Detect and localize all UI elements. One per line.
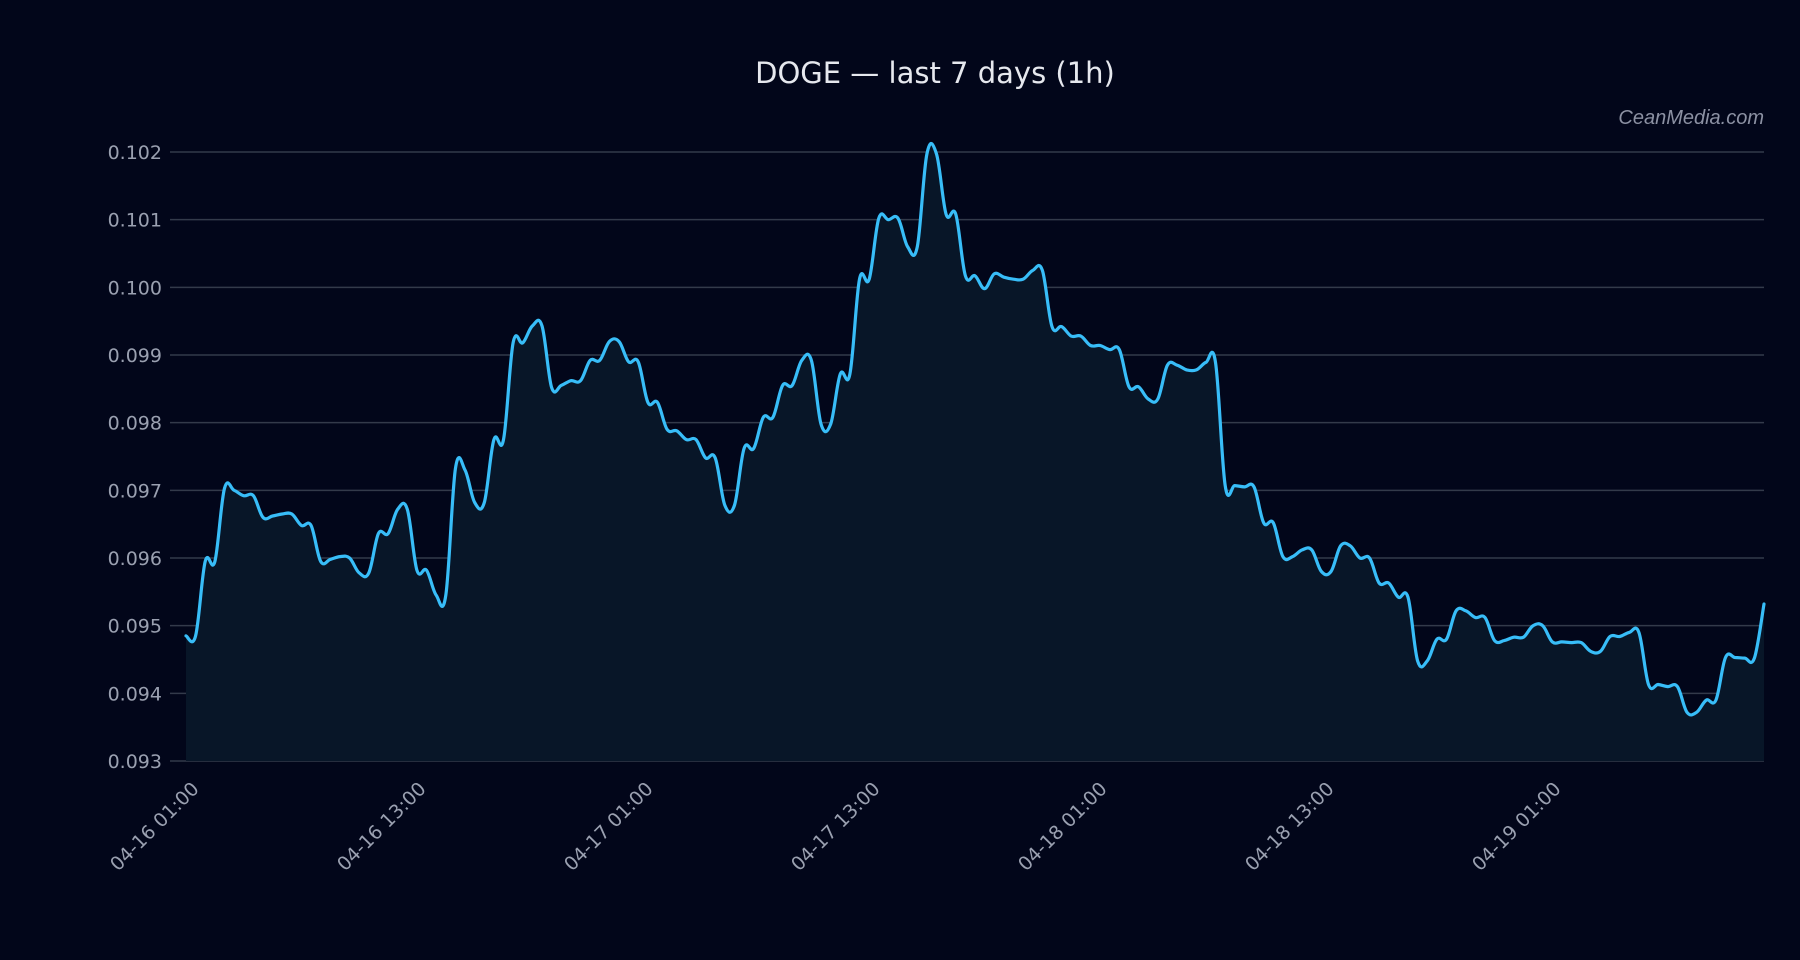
y-tick-label: 0.096 [108, 548, 162, 570]
watermark: CeanMedia.com [1618, 107, 1764, 129]
y-tick-label: 0.098 [108, 413, 162, 435]
x-tick-label: 04-18 01:00 [1014, 778, 1112, 876]
x-tick-label: 04-18 13:00 [1241, 778, 1339, 876]
y-tick-label: 0.101 [108, 210, 162, 232]
x-tick-label: 04-17 01:00 [560, 778, 658, 876]
y-tick-label: 0.100 [108, 277, 162, 299]
x-tick-label: 04-17 13:00 [787, 778, 885, 876]
x-tick-label: 04-19 01:00 [1468, 778, 1566, 876]
y-tick-label: 0.094 [108, 683, 162, 705]
x-tick-label: 04-16 13:00 [333, 778, 431, 876]
area-fill [186, 143, 1764, 762]
x-tick-label: 04-16 01:00 [106, 778, 204, 876]
price-line [184, 142, 1766, 717]
y-tick-label: 0.099 [108, 345, 162, 367]
y-tick-label: 0.095 [108, 616, 162, 638]
y-tick-label: 0.102 [108, 142, 162, 164]
y-tick-label: 0.093 [108, 751, 162, 773]
chart-title: DOGE — last 7 days (1h) [755, 56, 1115, 90]
y-tick-label: 0.097 [108, 480, 162, 502]
x-axis: 04-16 01:00 04-16 13:00 04-17 01:00 04-17 1… [106, 778, 1566, 876]
y-axis: 0.093 0.094 0.095 0.096 0.097 0.098 0.099 0.100… [108, 142, 162, 773]
